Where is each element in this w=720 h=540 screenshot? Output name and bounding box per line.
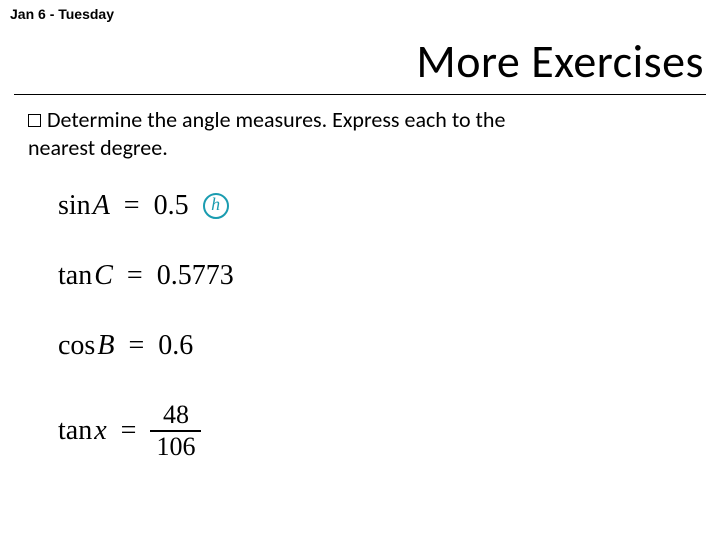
equation-cos-b: cos B = 0.6 — [58, 330, 234, 362]
var-label: A — [93, 190, 110, 222]
equation-tan-x: tan x = 48 106 — [58, 400, 234, 462]
equals-sign: = — [128, 330, 144, 362]
value: 0.5773 — [157, 260, 234, 292]
hint-letter: h — [211, 195, 220, 213]
equations-block: sin A = 0.5 h tan C = 0.5773 cos B = 0.6… — [58, 190, 234, 472]
instruction-line1: Determine the angle measures. Express ea… — [47, 106, 505, 133]
denominator: 106 — [150, 432, 201, 462]
numerator: 48 — [157, 400, 195, 430]
fn-label: tan — [58, 260, 92, 292]
var-label: C — [94, 260, 113, 292]
equals-sign: = — [127, 260, 143, 292]
fraction: 48 106 — [150, 400, 201, 462]
equals-sign: = — [124, 190, 140, 222]
fn-label: tan — [58, 415, 92, 447]
date-label: Jan 6 - Tuesday — [10, 6, 114, 22]
equals-sign: = — [121, 415, 137, 447]
hint-circle: h — [203, 193, 229, 219]
hint-icon[interactable]: h — [203, 193, 229, 219]
checkbox-icon — [28, 114, 41, 127]
value: 0.6 — [158, 330, 193, 362]
instruction-text: Determine the angle measures. Express ea… — [28, 106, 700, 161]
instruction-line2: nearest degree. — [28, 134, 168, 161]
page-title: More Exercises — [416, 34, 704, 90]
fn-label: sin — [58, 190, 91, 222]
equation-sin-a: sin A = 0.5 h — [58, 190, 234, 222]
var-label: B — [97, 330, 114, 362]
equation-tan-c: tan C = 0.5773 — [58, 260, 234, 292]
title-underline — [14, 94, 706, 95]
fn-label: cos — [58, 330, 95, 362]
var-label: x — [94, 415, 106, 447]
value: 0.5 — [154, 190, 189, 222]
